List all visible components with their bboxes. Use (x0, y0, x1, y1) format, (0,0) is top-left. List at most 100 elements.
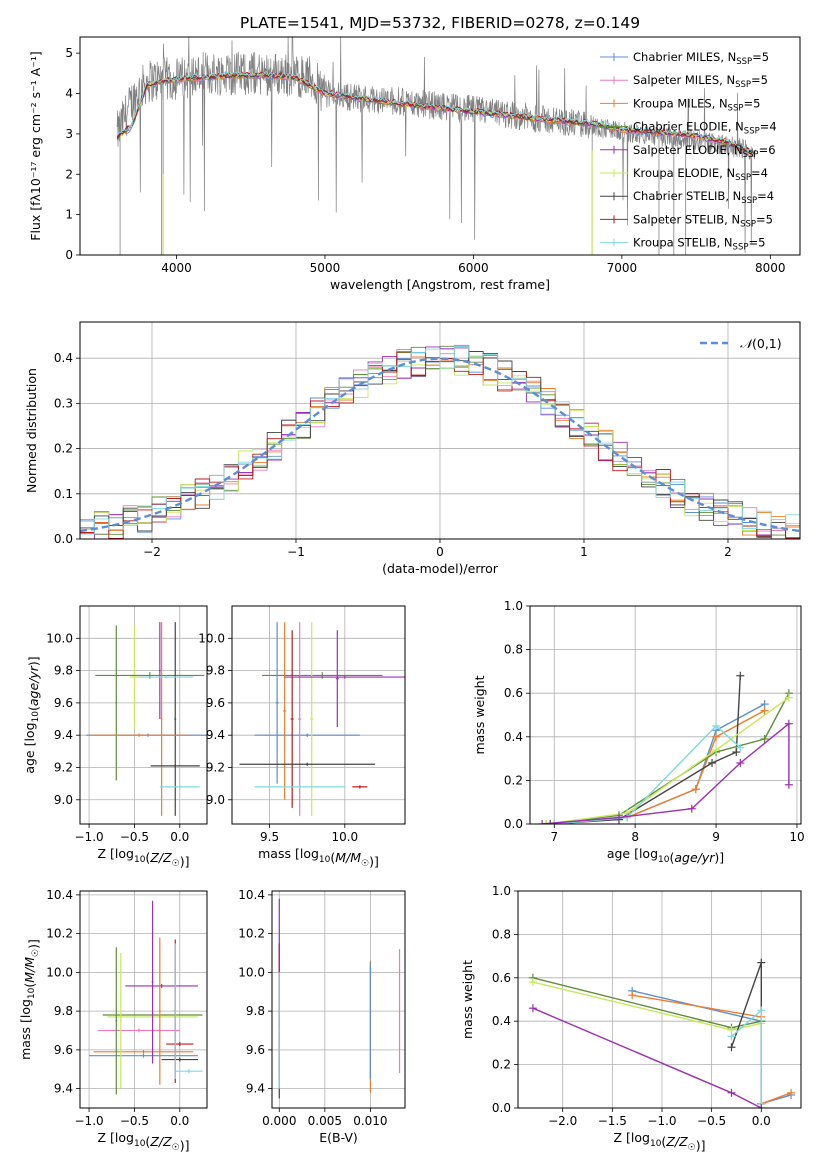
y-tick-label: 1.0 (504, 599, 523, 613)
y-tick-label: 9.6 (246, 1043, 265, 1057)
y-tick-label: 0.8 (504, 643, 523, 657)
y-axis-label: age [log10(age/yr)] (22, 656, 41, 773)
y-tick-label: 0.2 (504, 773, 523, 787)
y-tick-label: 0.4 (504, 730, 523, 744)
series-line (546, 692, 790, 824)
y-tick-label: 9.4 (54, 1082, 73, 1096)
error-cross (283, 622, 287, 800)
x-tick-label: −0.5 (120, 830, 149, 844)
y-axis-label: Flux [fλ10⁻¹⁷ erg cm⁻² s⁻¹ A⁻¹] (28, 51, 43, 240)
plot-area (278, 898, 401, 1099)
error-cross (254, 733, 360, 737)
error-cross (98, 1028, 180, 1033)
y-axis-label: mass weight (472, 675, 487, 754)
y-axis-label: mass weight (460, 960, 475, 1039)
error-cross (115, 625, 118, 781)
y-axis-label: Normed distribution (24, 368, 39, 493)
error-cross (125, 984, 198, 988)
x-tick-label: −0.5 (697, 1114, 726, 1128)
x-tick-label: 7000 (607, 261, 638, 275)
x-axis-label: Z [log10(Z/Z☉)] (97, 846, 189, 869)
error-cross (262, 672, 383, 679)
x-tick-label: −1.0 (75, 1114, 104, 1128)
x-axis-label: Z [log10(Z/Z☉)] (613, 1130, 705, 1153)
x-tick-label: 9 (712, 830, 720, 844)
error-cross (161, 1057, 198, 1062)
plot-area (80, 344, 800, 539)
x-tick-label: 8 (631, 830, 639, 844)
series-line (542, 723, 790, 824)
y-tick-label: 0.6 (492, 971, 511, 985)
x-tick-label: 6000 (458, 261, 489, 275)
x-tick-label: 10 (789, 830, 804, 844)
x-axis-label: E(B-V) (319, 1130, 358, 1145)
x-tick-label: −1.5 (598, 1114, 627, 1128)
series-line (546, 697, 790, 824)
x-axis-label: wavelength [Angstrom, rest frame] (330, 277, 550, 292)
y-tick-label: 9.2 (206, 760, 225, 774)
plot-area (538, 671, 793, 824)
y-tick-label: 0.8 (492, 927, 511, 941)
hist-kroupa_stelib (80, 346, 800, 535)
legend-label: 𝒩(0,1) (740, 336, 782, 351)
age-vs-mass-panel: 9.5 10.0 9.0 9.2 9.4 9.6 9.8 10.0 mass [log10(M/… (198, 605, 406, 869)
gaussian-curve (80, 357, 800, 533)
y-tick-label: 9.8 (246, 1004, 265, 1018)
error-cross (290, 630, 294, 808)
error-cross (175, 1069, 203, 1074)
grid-lines (80, 891, 207, 1108)
x-tick-label: −1.0 (75, 830, 104, 844)
error-cross (254, 785, 345, 789)
y-tick-label: 0.0 (54, 532, 73, 546)
x-axis-label: Z [log10(Z/Z☉)] (97, 1130, 189, 1153)
series-line (532, 977, 762, 1104)
axes-frame (79, 36, 801, 256)
y-tick-label: 0.0 (504, 817, 523, 831)
plot-area (239, 622, 405, 816)
plot-area (86, 622, 207, 816)
y-tick-label: 9.4 (54, 728, 73, 742)
x-tick-label: 0 (436, 545, 444, 559)
y-tick-label: 10.0 (238, 965, 265, 979)
axes-frame (271, 890, 406, 1109)
x-tick-label: 0.000 (262, 1114, 296, 1128)
error-cross (119, 953, 122, 1089)
x-tick-label: 1 (580, 545, 588, 559)
x-tick-label: 7 (550, 830, 558, 844)
x-axis-label: (data-model)/error (382, 561, 499, 576)
error-cross (398, 949, 401, 1074)
axes-frame (231, 605, 406, 825)
y-tick-label: 4 (65, 87, 73, 101)
plot-area (116, 37, 756, 255)
y-tick-label: 0.1 (54, 487, 73, 501)
x-tick-label: −1 (287, 545, 305, 559)
error-cross (335, 630, 339, 728)
y-tick-label: 0.0 (492, 1101, 511, 1115)
x-tick-label: 0.0 (170, 830, 189, 844)
error-cross (278, 972, 280, 1089)
grid-lines (232, 606, 405, 824)
spectrum-panel: 4000 5000 6000 7000 8000 0 1 2 3 4 5 wavelength [An… (28, 36, 801, 292)
error-cross (158, 622, 161, 720)
error-cross (284, 675, 405, 679)
plot-area (89, 900, 203, 1095)
y-axis-label: mass [log10(M/M☉)] (18, 939, 41, 1060)
age-vs-metallicity-panel: −1.0 −0.5 0.0 9.0 9.2 9.4 9.6 9.8 10.0 Z [log10(Z… (22, 605, 208, 869)
y-tick-label: 9.6 (54, 1043, 73, 1057)
series-line (550, 675, 741, 824)
hist-kroupa_elodie (80, 355, 800, 539)
x-axis-label: mass [log10(M/M☉)] (258, 846, 379, 869)
x-tick-label: −1.0 (647, 1114, 676, 1128)
error-cross (174, 943, 177, 1079)
y-tick-label: 10.0 (46, 965, 73, 979)
y-tick-label: 10.4 (238, 888, 265, 902)
legend-label: Kroupa MILES, NSSP=5 (633, 96, 760, 113)
series-line (554, 725, 741, 824)
y-tick-label: 0.6 (504, 686, 523, 700)
y-tick-label: 9.4 (246, 1082, 265, 1096)
y-tick-label: 9.8 (206, 664, 225, 678)
mass-vs-metallicity-panel: −1.0 −0.5 0.0 9.4 9.6 9.8 10.0 10.2 10.4 Z [log10… (18, 888, 208, 1153)
y-tick-label: 10.2 (238, 927, 265, 941)
y-tick-label: 0.3 (54, 396, 73, 410)
